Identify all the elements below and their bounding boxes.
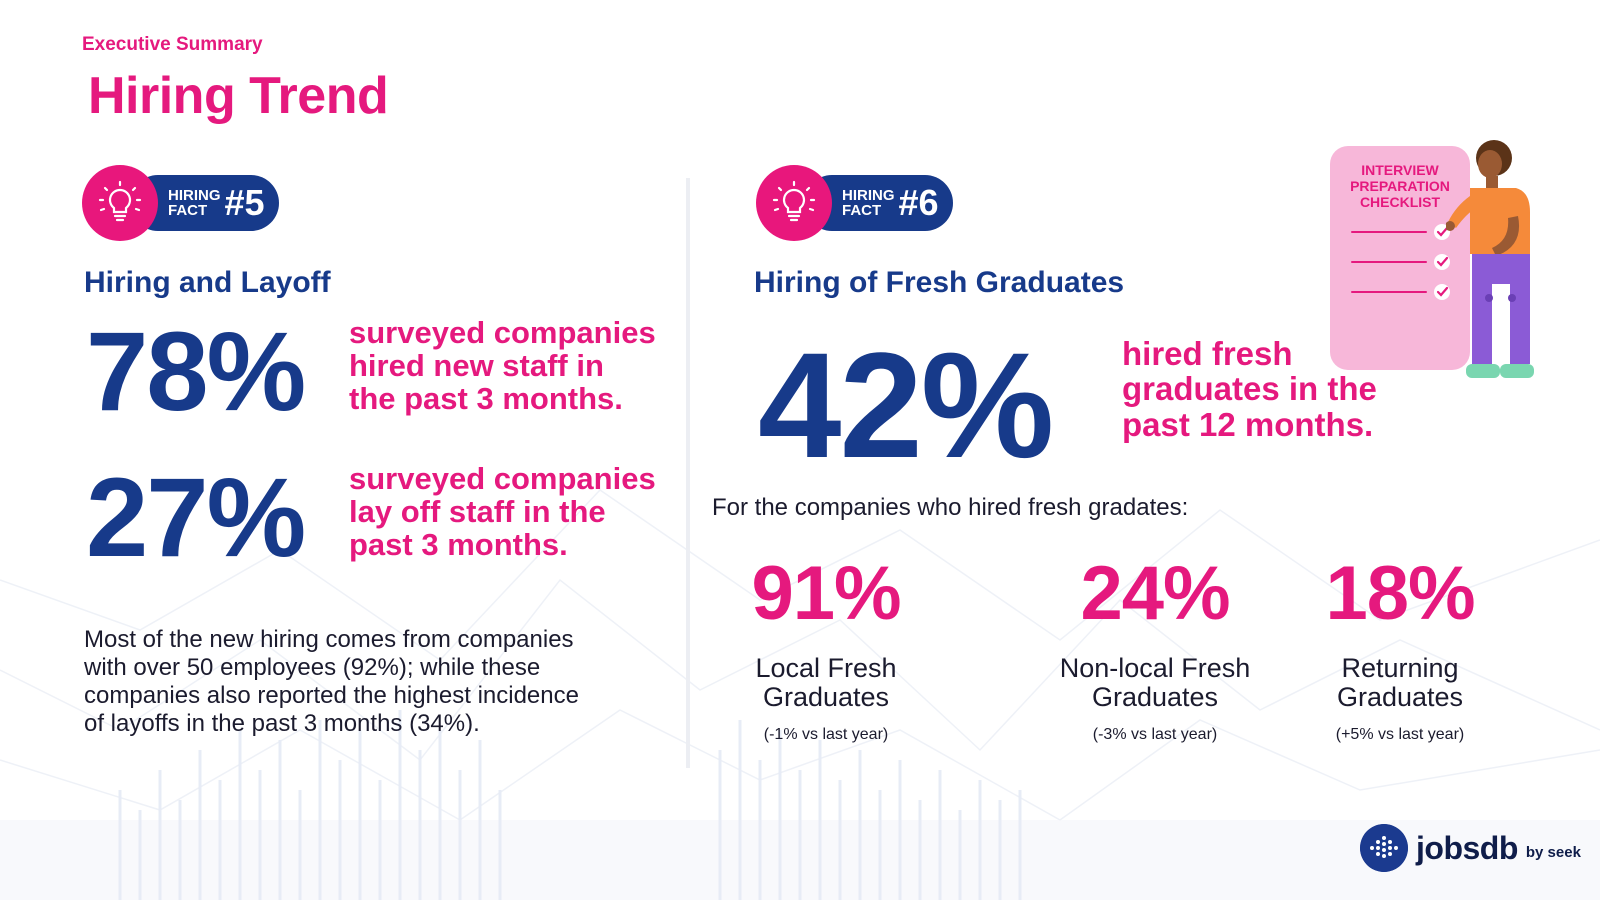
- jobsdb-logo-icon: [1360, 824, 1408, 872]
- brand-by-seek: by seek: [1525, 843, 1581, 861]
- stat-local-fresh: 91% Local Fresh Graduates (-1% vs last y…: [726, 556, 926, 744]
- badge-label-top: HIRING: [842, 187, 895, 204]
- stat-hired-text: surveyed companies hired new staff in th…: [349, 315, 656, 417]
- stat-returning: 18% Returning Graduates (+5% vs last yea…: [1300, 556, 1500, 744]
- checklist-items: [1351, 224, 1450, 300]
- stat-pct: 24%: [1080, 551, 1230, 636]
- stat-label: Local Fresh Graduates: [755, 653, 897, 712]
- section-title-fresh-graduates: Hiring of Fresh Graduates: [754, 266, 1125, 299]
- badge-label-bottom: FACT: [842, 202, 882, 219]
- stat-change: (+5% vs last year): [1335, 726, 1465, 743]
- interview-checklist-board: INTERVIEW PREPARATION CHECKLIST: [1330, 146, 1470, 370]
- stat-fresh-grad-pct: 42%: [758, 321, 1054, 489]
- background-decoration: [0, 489, 1600, 900]
- stat-nonlocal-fresh: 24% Non-local Fresh Graduates (-3% vs la…: [1020, 556, 1290, 744]
- person-illustration: [1446, 140, 1534, 378]
- stat-pct: 18%: [1325, 551, 1475, 636]
- stat-hired-pct: 78%: [86, 309, 306, 434]
- hiring-fact-6-badge: HIRING FACT #6: [756, 165, 966, 241]
- stat-label: Non-local Fresh Graduates: [1059, 653, 1251, 712]
- stat-layoff-pct: 27%: [86, 455, 306, 580]
- hiring-note-paragraph: Most of the new hiring comes from compan…: [84, 626, 579, 737]
- eyebrow-label: Executive Summary: [82, 34, 263, 55]
- stat-fresh-grad-text: hired fresh graduates in the past 12 mon…: [1122, 335, 1377, 443]
- badge-circle: [82, 165, 158, 241]
- stat-layoff-text: surveyed companies lay off staff in the …: [349, 461, 656, 563]
- jobsdb-brand: jobsdb by seek: [1360, 824, 1581, 872]
- lightbulb-icon: [98, 180, 142, 222]
- badge-number: #6: [898, 182, 939, 223]
- stat-change: (-3% vs last year): [1092, 726, 1218, 743]
- badge-label-top: HIRING: [168, 187, 221, 204]
- stat-pct: 91%: [751, 551, 901, 636]
- badge-label-bottom: FACT: [168, 202, 208, 219]
- badge-circle: [756, 165, 832, 241]
- stat-label: Returning Graduates: [1336, 653, 1464, 712]
- badge-number: #5: [224, 182, 265, 223]
- stat-change: (-1% vs last year): [763, 726, 889, 743]
- fresh-grad-lead-text: For the companies who hired fresh gradat…: [712, 494, 1189, 521]
- section-title-hiring-layoff: Hiring and Layoff: [84, 266, 331, 299]
- check-icon: [1436, 226, 1449, 297]
- checklist-title: INTERVIEW PREPARATION CHECKLIST: [1350, 162, 1450, 210]
- page-title: Hiring Trend: [88, 67, 389, 125]
- brand-name: jobsdb: [1416, 829, 1518, 866]
- hiring-fact-5-badge: HIRING FACT #5: [82, 165, 292, 241]
- column-divider: [686, 178, 690, 768]
- lightbulb-icon: [772, 180, 816, 222]
